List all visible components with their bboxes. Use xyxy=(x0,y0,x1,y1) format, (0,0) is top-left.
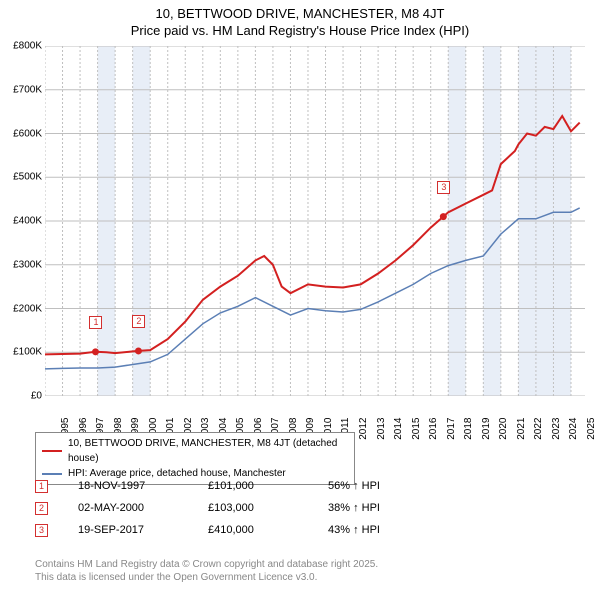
sale-date: 02-MAY-2000 xyxy=(78,502,178,514)
chart-area: 1 2 3 xyxy=(45,46,585,396)
title-line-2: Price paid vs. HM Land Registry's House … xyxy=(0,23,600,40)
sale-marker-3: 3 xyxy=(437,181,450,194)
x-tick-label: 2020 xyxy=(498,418,509,440)
x-tick-label: 2021 xyxy=(516,418,527,440)
sales-table: 1 18-NOV-1997 £101,000 56% ↑ HPI 2 02-MAY-200… xyxy=(35,475,418,541)
title-line-1: 10, BETTWOOD DRIVE, MANCHESTER, M8 4JT xyxy=(0,6,600,23)
y-tick-label: £0 xyxy=(31,391,42,402)
y-tick-label: £600K xyxy=(13,128,42,139)
x-tick-label: 2018 xyxy=(463,418,474,440)
x-tick-label: 2016 xyxy=(428,418,439,440)
sale-price: £101,000 xyxy=(208,480,298,492)
sale-price: £410,000 xyxy=(208,524,298,536)
y-tick-label: £700K xyxy=(13,84,42,95)
x-tick-label: 2025 xyxy=(586,418,597,440)
legend-swatch-price xyxy=(42,450,62,452)
sale-marker-badge: 3 xyxy=(35,524,48,537)
legend-row-price: 10, BETTWOOD DRIVE, MANCHESTER, M8 4JT (… xyxy=(42,436,348,466)
x-tick-label: 2023 xyxy=(551,418,562,440)
legend-label-price: 10, BETTWOOD DRIVE, MANCHESTER, M8 4JT (… xyxy=(68,436,348,466)
sale-pct: 38% ↑ HPI xyxy=(328,502,418,514)
x-tick-label: 2019 xyxy=(481,418,492,440)
x-tick-label: 2014 xyxy=(393,418,404,440)
y-tick-label: £200K xyxy=(13,303,42,314)
x-tick-label: 2015 xyxy=(410,418,421,440)
y-tick-label: £300K xyxy=(13,259,42,270)
footer-line-1: Contains HM Land Registry data © Crown c… xyxy=(35,558,378,571)
sale-row: 2 02-MAY-2000 £103,000 38% ↑ HPI xyxy=(35,497,418,519)
sale-marker-badge: 1 xyxy=(35,480,48,493)
x-tick-label: 2022 xyxy=(533,418,544,440)
y-tick-label: £100K xyxy=(13,347,42,358)
sale-pct: 43% ↑ HPI xyxy=(328,524,418,536)
sale-row: 1 18-NOV-1997 £101,000 56% ↑ HPI xyxy=(35,475,418,497)
sale-date: 19-SEP-2017 xyxy=(78,524,178,536)
y-tick-label: £400K xyxy=(13,216,42,227)
x-tick-label: 2017 xyxy=(445,418,456,440)
sale-marker-badge: 2 xyxy=(35,502,48,515)
sale-price: £103,000 xyxy=(208,502,298,514)
line-chart xyxy=(45,46,585,396)
sale-marker-1: 1 xyxy=(89,316,102,329)
attribution-footer: Contains HM Land Registry data © Crown c… xyxy=(35,558,378,584)
footer-line-2: This data is licensed under the Open Gov… xyxy=(35,571,378,584)
sale-pct: 56% ↑ HPI xyxy=(328,480,418,492)
sale-marker-2: 2 xyxy=(132,315,145,328)
x-tick-label: 2024 xyxy=(568,418,579,440)
y-tick-label: £800K xyxy=(13,41,42,52)
chart-container: 10, BETTWOOD DRIVE, MANCHESTER, M8 4JT P… xyxy=(0,0,600,590)
title-block: 10, BETTWOOD DRIVE, MANCHESTER, M8 4JT P… xyxy=(0,0,600,40)
x-tick-label: 2012 xyxy=(358,418,369,440)
x-axis: 1995199619971998199920002001200220032004… xyxy=(45,398,585,432)
x-tick-label: 2013 xyxy=(375,418,386,440)
y-tick-label: £500K xyxy=(13,172,42,183)
sale-row: 3 19-SEP-2017 £410,000 43% ↑ HPI xyxy=(35,519,418,541)
y-axis: £0£100K£200K£300K£400K£500K£600K£700K£80… xyxy=(0,46,44,396)
sale-date: 18-NOV-1997 xyxy=(78,480,178,492)
